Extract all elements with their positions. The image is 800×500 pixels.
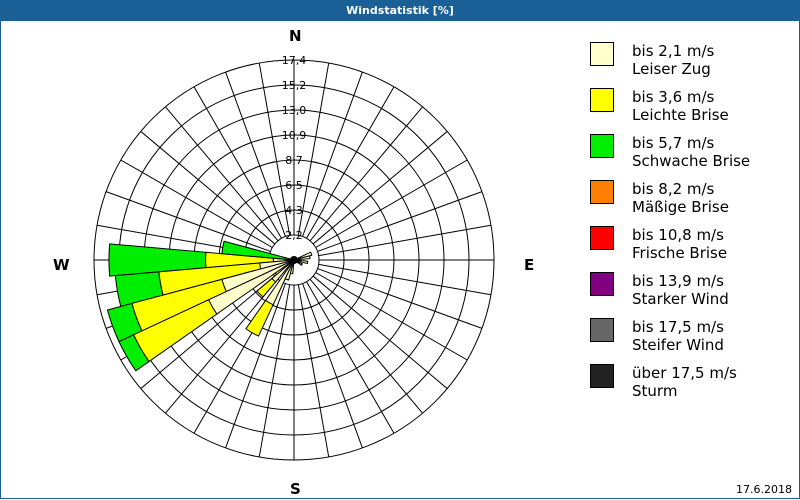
legend-swatch — [590, 318, 614, 342]
compass-north: N — [289, 27, 302, 45]
radial-tick-label: 6,5 — [285, 179, 303, 192]
chart-title: Windstatistik [%] — [0, 0, 800, 21]
legend-swatch — [590, 226, 614, 250]
compass-east: E — [524, 256, 535, 274]
radial-tick-label: 13,0 — [282, 104, 307, 117]
radial-tick-label: 17,4 — [282, 54, 307, 67]
legend-swatch — [590, 180, 614, 204]
legend-swatch — [590, 88, 614, 112]
radial-tick-label: 4,3 — [285, 204, 303, 217]
legend-swatch — [590, 134, 614, 158]
radial-tick-label: 2,2 — [285, 229, 303, 242]
radial-tick-label: 8,7 — [285, 154, 303, 167]
radial-tick-label: 15,2 — [282, 79, 307, 92]
compass-south: S — [290, 480, 301, 498]
radial-tick-label: 10,9 — [282, 129, 307, 142]
date-stamp: 17.6.2018 — [736, 483, 792, 496]
legend-swatch — [590, 364, 614, 388]
legend-swatch — [590, 272, 614, 296]
legend-swatch — [590, 42, 614, 66]
compass-west: W — [53, 256, 70, 274]
